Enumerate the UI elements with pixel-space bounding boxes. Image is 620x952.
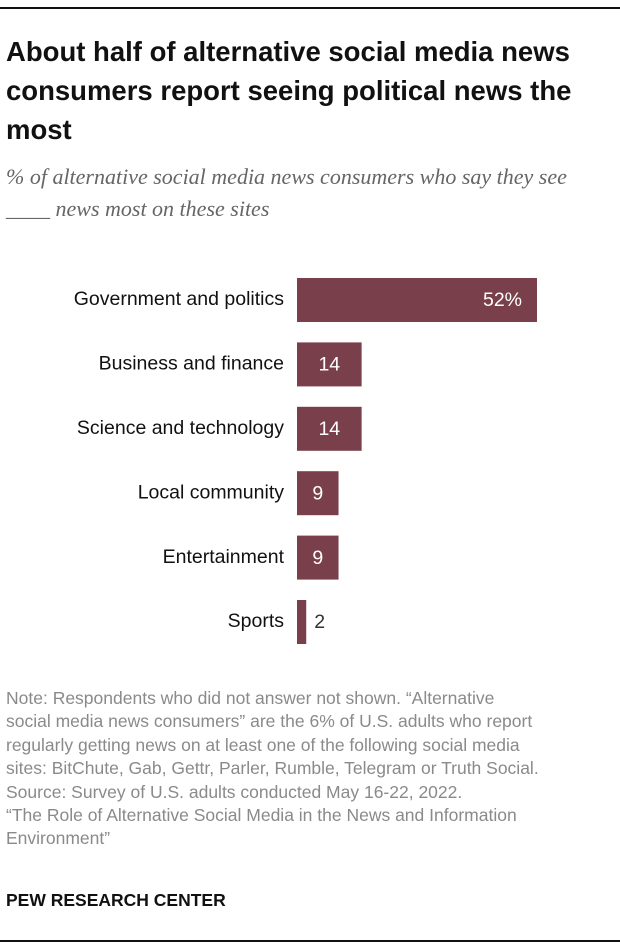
note-line: regularly getting news on at least one o… — [6, 734, 520, 755]
data-label: 9 — [312, 547, 323, 569]
bar — [297, 471, 339, 516]
bar — [297, 278, 537, 322]
y-tick-label: Government and politics — [74, 288, 285, 310]
bar — [297, 535, 339, 580]
data-label: 52% — [483, 289, 522, 311]
source-label: PEW RESEARCH CENTER — [6, 890, 226, 910]
bar — [297, 600, 307, 644]
note: Note: Respondents who did not answer not… — [6, 687, 616, 851]
chart-title: About half of alternative social media n… — [6, 36, 572, 145]
y-tick-label: Entertainment — [163, 546, 285, 568]
data-label: 2 — [314, 611, 325, 633]
note-line: social media news consumers” are the 6% … — [6, 711, 533, 732]
chart: Government and politics 52% Business and f… — [74, 278, 537, 644]
note-line: Environment” — [6, 828, 111, 849]
data-label: 14 — [318, 354, 340, 376]
y-tick-label: Science and technology — [77, 417, 284, 439]
top-rule — [0, 7, 620, 9]
y-tick-label: Local community — [138, 481, 285, 503]
bar — [297, 406, 362, 451]
note-line: Note: Respondents who did not answer not… — [6, 688, 495, 708]
data-label: 14 — [318, 418, 340, 440]
bar — [297, 342, 362, 387]
y-tick-label: Business and finance — [99, 353, 284, 375]
y-tick-label: Sports — [228, 610, 285, 632]
data-label: 9 — [312, 482, 323, 504]
note-line: “The Role of Alternative Social Media in… — [6, 805, 517, 826]
bottom-rule — [0, 940, 620, 942]
note-line: sites: BitChute, Gab, Gettr, Parler, Rum… — [6, 758, 539, 779]
chart-subtitle: % of alternative social media news consu… — [6, 164, 567, 221]
note-line: Source: Survey of U.S. adults conducted … — [6, 781, 463, 802]
